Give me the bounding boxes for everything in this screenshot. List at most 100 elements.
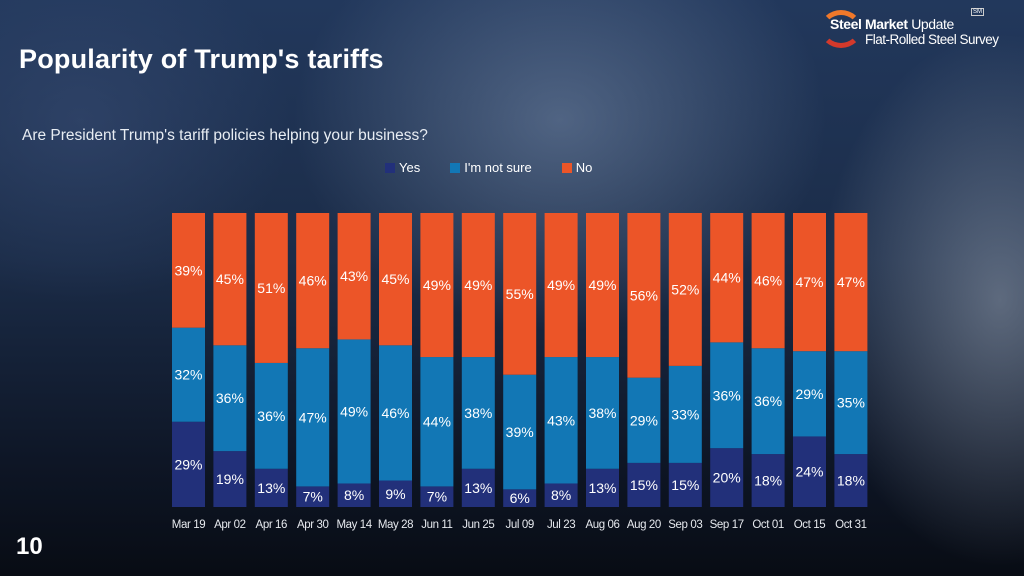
bar-segment-no — [793, 213, 826, 352]
data-label-yes: 8% — [551, 487, 571, 503]
data-label-not-sure: 35% — [837, 395, 865, 411]
data-label-yes: 13% — [257, 480, 285, 496]
legend-label-no: No — [575, 160, 593, 175]
x-tick-label: Jun 25 — [462, 519, 494, 531]
data-label-not-sure: 32% — [174, 367, 202, 383]
data-label-yes: 24% — [795, 464, 823, 480]
data-label-not-sure: 49% — [340, 403, 368, 419]
data-label-no: 39% — [174, 262, 202, 278]
bar-segment-no — [213, 213, 247, 346]
data-label-not-sure: 43% — [547, 412, 575, 428]
page-title: Popularity of Trump's tariffs — [19, 44, 384, 74]
bar-segment-not-sure — [668, 365, 702, 463]
bar-segment-not-sure — [254, 362, 288, 469]
bar-segment-yes — [296, 486, 330, 507]
bar-segment-not-sure — [710, 342, 744, 449]
data-label-not-sure: 39% — [506, 424, 534, 440]
bar-segment-yes — [213, 451, 247, 507]
bar-segment-not-sure — [544, 357, 578, 484]
logo-brand-bold: Steel Market — [830, 16, 908, 32]
bar-segment-no — [751, 213, 785, 349]
bar-segment-no — [379, 213, 412, 346]
data-label-no: 46% — [299, 273, 327, 289]
bar-segment-yes — [337, 483, 371, 507]
bar-segment-no — [337, 213, 371, 340]
data-label-no: 49% — [464, 277, 492, 293]
bar-segment-no — [420, 213, 454, 358]
data-label-no: 49% — [423, 277, 451, 293]
bar-segment-no — [627, 213, 661, 378]
legend-item-no: No — [561, 160, 593, 175]
data-label-yes: 15% — [671, 477, 699, 493]
x-tick-label: Aug 20 — [627, 519, 661, 531]
bar-segment-yes — [586, 468, 619, 507]
bar-segment-no — [254, 213, 288, 363]
data-label-yes: 20% — [713, 470, 741, 486]
data-label-not-sure: 36% — [257, 408, 285, 424]
bar-segment-yes — [172, 421, 205, 507]
bar-segment-yes — [379, 480, 412, 507]
data-label-no: 49% — [547, 277, 575, 293]
bar-segment-not-sure — [461, 357, 495, 469]
data-label-no: 56% — [630, 287, 658, 303]
x-tick-label: Sep 03 — [668, 519, 702, 531]
data-label-no: 55% — [506, 286, 534, 302]
chart-legend: Yes I'm not sure No — [385, 160, 622, 175]
bar-segment-not-sure — [296, 348, 330, 487]
data-label-yes: 18% — [754, 473, 782, 489]
bar-segment-not-sure — [379, 345, 412, 481]
x-tick-label: May 14 — [336, 519, 372, 531]
data-label-yes: 7% — [427, 489, 447, 505]
bar-segment-yes — [710, 448, 744, 507]
bar-segment-yes — [751, 454, 785, 507]
x-tick-label: Apr 02 — [214, 519, 245, 531]
data-label-yes: 15% — [630, 477, 658, 493]
data-label-not-sure: 47% — [299, 409, 327, 425]
data-label-not-sure: 44% — [423, 414, 451, 430]
data-label-yes: 18% — [837, 473, 865, 489]
chart-title: Are President Trump's tariff policies he… — [22, 127, 428, 144]
bar-segment-no — [172, 213, 205, 328]
bar-segment-not-sure — [834, 351, 868, 455]
logo-line1: Steel Market Update — [830, 16, 954, 32]
data-label-no: 45% — [381, 271, 409, 287]
legend-item-yes: Yes — [385, 160, 420, 175]
data-label-no: 45% — [216, 271, 244, 287]
bar-segment-no — [834, 213, 868, 352]
bar-segment-yes — [627, 462, 661, 507]
x-tick-label: Jul 23 — [547, 519, 575, 531]
data-label-not-sure: 38% — [464, 405, 492, 421]
x-tick-label: Oct 01 — [752, 519, 783, 531]
data-label-no: 44% — [713, 270, 741, 286]
bar-segment-not-sure — [213, 345, 247, 452]
x-tick-label: Jun 11 — [421, 519, 452, 531]
bar-segment-yes — [254, 468, 288, 507]
bar-segment-yes — [503, 489, 537, 507]
data-label-yes: 7% — [303, 489, 323, 505]
legend-label-not-sure: I'm not sure — [464, 160, 532, 175]
bar-segment-not-sure — [586, 357, 619, 469]
x-tick-label: Jul 09 — [506, 519, 534, 531]
bar-segment-not-sure — [751, 348, 785, 455]
x-tick-label: Aug 06 — [585, 519, 619, 531]
data-label-yes: 13% — [588, 480, 616, 496]
data-label-not-sure: 29% — [630, 412, 658, 428]
x-tick-label: Apr 30 — [297, 519, 328, 531]
data-label-no: 49% — [588, 277, 616, 293]
data-label-yes: 13% — [464, 480, 492, 496]
bar-segment-yes — [668, 462, 702, 507]
data-label-not-sure: 36% — [754, 393, 782, 409]
bar-segment-not-sure — [503, 374, 537, 490]
bar-segment-not-sure — [627, 377, 661, 463]
x-tick-label: Oct 15 — [794, 519, 825, 531]
bar-segment-yes — [834, 454, 868, 507]
logo-line2: Flat-Rolled Steel Survey — [865, 32, 999, 47]
steel-market-update-logo: Steel Market Update Flat-Rolled Steel Su… — [810, 8, 1010, 50]
bar-segment-no — [710, 213, 744, 343]
bar-segment-yes — [793, 436, 826, 507]
page-number: 10 — [16, 533, 43, 560]
bar-segment-yes — [461, 468, 495, 507]
data-label-no: 46% — [754, 273, 782, 289]
logo-mark: SM — [971, 8, 984, 16]
